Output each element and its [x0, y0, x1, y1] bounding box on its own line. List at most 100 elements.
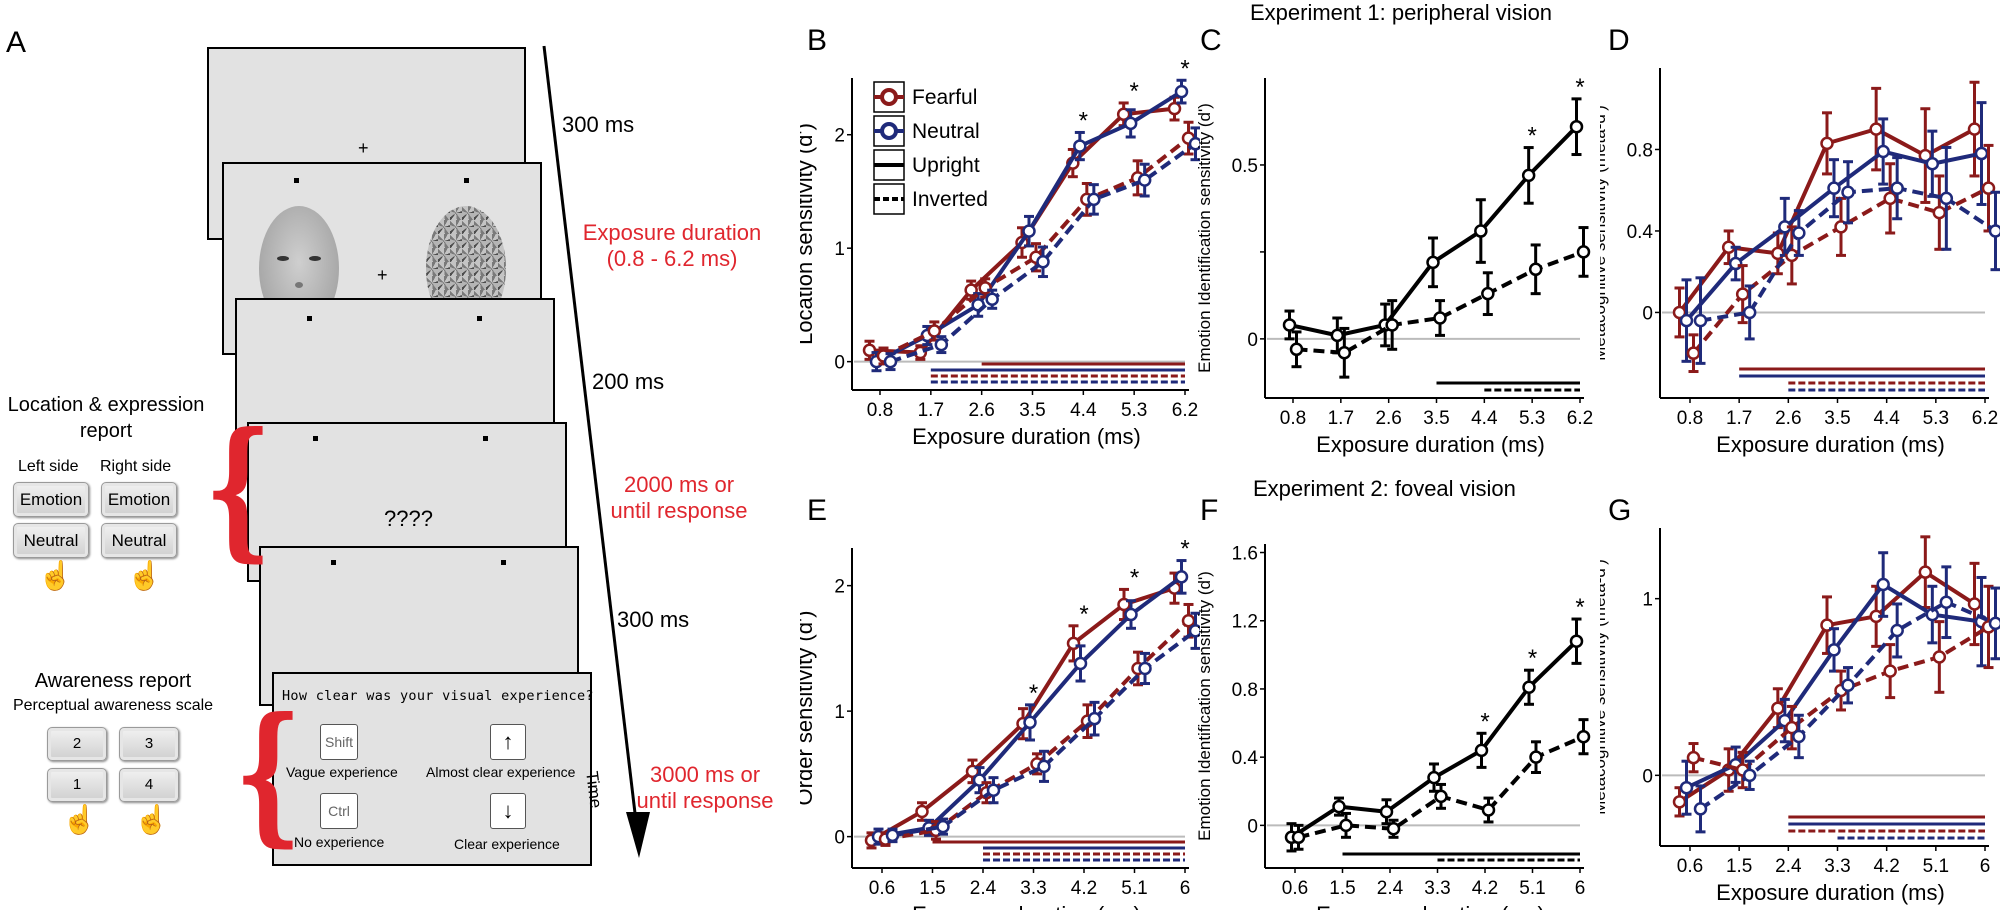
- x-tick-label: 3.3: [1424, 878, 1450, 899]
- x-tick-label: 4.4: [1873, 408, 1900, 429]
- location-marker: [464, 178, 469, 183]
- pas-option-label: Almost clear experience: [426, 764, 576, 780]
- x-tick-label: 0.8: [1280, 408, 1306, 429]
- screen-awareness: How clear was your visual experience? Sh…: [272, 672, 594, 866]
- x-axis-label: Exposure duration (ms): [1316, 902, 1545, 910]
- x-axis-label: Exposure duration (ms): [912, 424, 1141, 449]
- x-tick-label: 4.2: [1071, 878, 1097, 899]
- data-point: [883, 354, 898, 369]
- shift-key: Shift: [320, 724, 358, 760]
- data-point: [1569, 119, 1584, 134]
- red-brace-icon: {: [234, 685, 302, 861]
- data-point: [1188, 137, 1200, 151]
- data-point: [1022, 224, 1036, 238]
- data-point: [1576, 245, 1591, 259]
- x-tick-label: 0.6: [1677, 856, 1703, 877]
- significance-star: *: [1575, 594, 1584, 621]
- data-point: [1693, 802, 1708, 816]
- x-tick-label: 1.7: [918, 400, 944, 421]
- significance-star: *: [1129, 78, 1138, 105]
- pas-option-label: Clear experience: [454, 836, 560, 852]
- data-point: [1686, 346, 1701, 360]
- significance-star: *: [1527, 123, 1536, 150]
- panel-letter-f: F: [1200, 494, 1219, 527]
- timing-response: 2000 ms or until response: [604, 472, 754, 524]
- data-point: [1679, 780, 1694, 795]
- chart-g-metacognitive-sensitivity: 0 1 0.6 1.5 2.4 3.3 4.2 5.1 6 Exposure duration (…: [1600, 528, 2000, 905]
- series-line-neutral-inverted: [892, 629, 1197, 838]
- data-point: [1569, 634, 1584, 648]
- data-point: [1385, 318, 1399, 332]
- y-tick-label: 0: [1247, 330, 1258, 351]
- data-point: [1841, 678, 1855, 692]
- data-point: [1386, 822, 1401, 836]
- data-point: [1474, 224, 1488, 238]
- arrow-up-key: ↑: [490, 724, 526, 760]
- data-point: [1939, 595, 1954, 609]
- x-axis-label: Exposure duration (ms): [1716, 432, 1945, 457]
- data-point: [927, 324, 942, 338]
- data-point: [1967, 597, 1982, 611]
- data-point: [1087, 711, 1102, 726]
- data-point: [1932, 650, 1947, 664]
- y-axis-label: Metacognitive sensitivity (meta-d'): [1600, 105, 1609, 361]
- data-point: [1116, 107, 1131, 122]
- data-point: [1181, 614, 1196, 628]
- x-tick-label: 4.2: [1472, 878, 1498, 899]
- significance-star: *: [1180, 55, 1189, 82]
- data-point: [934, 337, 949, 352]
- x-axis-label: Exposure duration (ms): [1316, 432, 1545, 457]
- data-point: [1339, 818, 1353, 833]
- data-point: [862, 343, 877, 358]
- data-point: [1742, 305, 1757, 320]
- fixation-cross: +: [358, 138, 369, 158]
- data-point: [1876, 144, 1890, 159]
- y-tick-label: 0.5: [1232, 156, 1258, 177]
- location-marker: [483, 436, 488, 441]
- y-axis-label: Order sensitivity (d'): [800, 611, 817, 806]
- x-tick-label: 2.6: [968, 400, 994, 421]
- data-point: [1023, 715, 1037, 730]
- data-point: [1827, 643, 1841, 657]
- data-point: [1087, 192, 1101, 207]
- data-point: [1771, 701, 1785, 715]
- significance-star: *: [1130, 564, 1139, 591]
- data-point: [885, 828, 900, 843]
- pointing-hand-icon: ☝: [38, 560, 73, 591]
- y-axis-label: Emotion Identification sensitivity (d'): [1195, 571, 1214, 841]
- significance-star: *: [1029, 680, 1038, 707]
- data-point: [1974, 146, 1989, 161]
- panel-letter-e: E: [807, 494, 828, 527]
- location-marker: [477, 316, 482, 321]
- legend-label-inverted: Inverted: [912, 188, 988, 211]
- data-point: [1138, 661, 1152, 676]
- ctrl-key: Ctrl: [320, 793, 358, 829]
- data-point: [985, 292, 999, 306]
- data-point: [1434, 789, 1448, 804]
- data-point: [1330, 328, 1345, 343]
- x-tick-label: 4.2: [1873, 856, 1899, 877]
- data-point: [1427, 770, 1441, 785]
- legend-label-upright: Upright: [912, 154, 980, 177]
- right-side-label: Right side: [100, 458, 172, 475]
- awareness-report-subtitle: Perceptual awareness scale: [12, 697, 214, 714]
- x-tick-label: 5.3: [1519, 408, 1545, 429]
- data-point: [978, 281, 992, 295]
- data-point: [1174, 84, 1189, 99]
- data-point: [1693, 313, 1708, 328]
- x-tick-label: 2.4: [1775, 856, 1802, 877]
- time-arrow: [542, 45, 650, 858]
- legend-label-neutral: Neutral: [912, 120, 980, 143]
- pointing-hand-icon: ☝: [62, 804, 97, 835]
- x-tick-label: 4.4: [1471, 408, 1498, 429]
- data-point: [1918, 565, 1933, 579]
- significance-star: *: [1480, 708, 1489, 735]
- chart-c-emotion-identification: 0 0.5 0.8 1.7 2.6 3.5 4.4 5.3 6.2 Exposure durati…: [1195, 74, 1593, 457]
- arrow-head-icon: [626, 812, 650, 858]
- y-tick-label: 1.6: [1232, 544, 1258, 565]
- chart-e-order-sensitivity: 0 1 2 0.6 1.5 2.4 3.3 4.2 5.1 6 Exposure duration …: [800, 536, 1200, 910]
- x-tick-label: 1.7: [1328, 408, 1354, 429]
- pas-option-label: Vague experience: [286, 764, 398, 780]
- y-tick-label: 1: [1642, 590, 1653, 611]
- timing-response-line1: 2000 ms or: [623, 472, 735, 497]
